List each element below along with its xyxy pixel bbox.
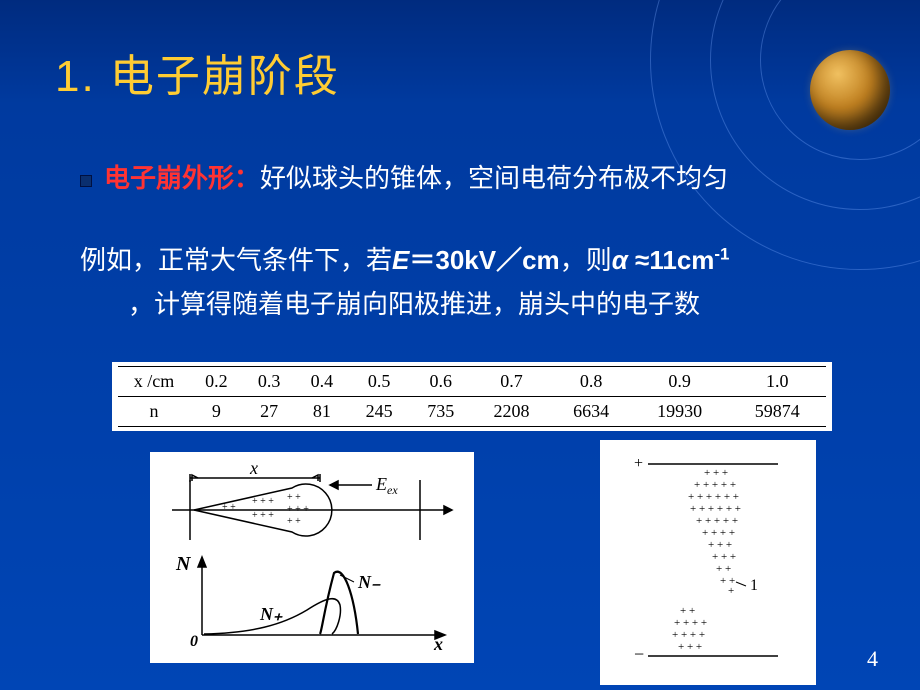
E-eq: ＝ [409, 245, 435, 275]
svg-text:+ + +: + + + [712, 551, 736, 563]
x-cell: 0.6 [410, 367, 472, 397]
bullet-lead-text: 电子崩外形： [104, 163, 260, 193]
top-plate-sign: + [634, 455, 643, 472]
n-cell: 81 [296, 397, 349, 427]
data-table-wrap: x /cm 0.2 0.3 0.4 0.5 0.6 0.7 0.8 0.9 1.… [112, 362, 832, 431]
n-cell: 735 [410, 397, 472, 427]
n-cell: 59874 [728, 397, 826, 427]
table-header-row: x /cm 0.2 0.3 0.4 0.5 0.6 0.7 0.8 0.9 1.… [118, 367, 826, 397]
x-cell: 0.5 [348, 367, 410, 397]
n-cell: 19930 [631, 397, 729, 427]
approx-symbol: ≈ [628, 245, 650, 275]
avalanche-svg: + + + + + + + + + + + + + + + x Eex [162, 460, 462, 650]
streamer-svg: + − + + + + + + + + + + + + + + + + + + … [628, 450, 788, 670]
svg-text:+ + +: + + + [708, 539, 732, 551]
x-axis-label: x [433, 634, 443, 650]
figures-area: + + + + + + + + + + + + + + + x Eex [0, 440, 920, 680]
svg-text:+ + + + +: + + + + + [694, 479, 736, 491]
svg-text:Eex: Eex [375, 474, 398, 497]
figure-avalanche: + + + + + + + + + + + + + + + x Eex [150, 452, 474, 663]
svg-text:+ + + + + +: + + + + + + [688, 491, 739, 503]
origin-label: 0 [190, 633, 198, 650]
svg-text:+ +: + + [680, 605, 695, 617]
n-cell: 6634 [551, 397, 631, 427]
streamer-label-1: 1 [750, 577, 758, 594]
Nplus-label: N₊ [259, 604, 283, 624]
x-dim-label: x [249, 460, 258, 478]
bullet-rest-text: 好似球头的锥体，空间电荷分布极不均匀 [260, 163, 728, 193]
svg-text:+ + + + +: + + + + + [696, 515, 738, 527]
data-table: x /cm 0.2 0.3 0.4 0.5 0.6 0.7 0.8 0.9 1.… [118, 366, 826, 427]
N-axis-label: N [175, 553, 192, 575]
alpha-value: 11cm [649, 245, 714, 275]
bottom-plate-sign: − [634, 644, 644, 664]
alpha-exp: -1 [714, 244, 729, 263]
example-prefix: 例如，正常大气条件下，若 [80, 245, 392, 275]
n-cell: 9 [190, 397, 243, 427]
n-cell: 27 [243, 397, 296, 427]
header-label: x /cm [118, 367, 190, 397]
x-cell: 1.0 [728, 367, 826, 397]
svg-text:+ + +: + + + [252, 496, 274, 507]
E-symbol: E [392, 245, 409, 275]
svg-text:+ +: + + [716, 563, 731, 575]
globe-icon [810, 50, 890, 130]
x-cell: 0.2 [190, 367, 243, 397]
bullet-point: 电子崩外形：好似球头的锥体，空间电荷分布极不均匀 [80, 158, 728, 195]
svg-text:+ +: + + [287, 492, 301, 503]
svg-text:+ +: + + [222, 502, 236, 513]
svg-text:+ + + +: + + + + [672, 629, 705, 641]
svg-text:+ +: + + [287, 516, 301, 527]
table-data-row: n 9 27 81 245 735 2208 6634 19930 59874 [118, 397, 826, 427]
svg-text:+ + + + + +: + + + + + + [690, 503, 741, 515]
svg-text:+ + +: + + + [678, 641, 702, 653]
x-cell: 0.4 [296, 367, 349, 397]
svg-text:+ + + +: + + + + [674, 617, 707, 629]
svg-text:+ + +: + + + [287, 504, 309, 515]
x-cell: 0.3 [243, 367, 296, 397]
n-cell: 2208 [472, 397, 552, 427]
x-cell: 0.8 [551, 367, 631, 397]
example-mid: ，则 [560, 245, 612, 275]
n-cell: 245 [348, 397, 410, 427]
alpha-symbol: α [612, 245, 628, 275]
svg-text:+ + + +: + + + + [702, 527, 735, 539]
x-cell: 0.7 [472, 367, 552, 397]
svg-text:+: + [728, 585, 734, 597]
page-number: 4 [867, 646, 878, 672]
svg-text:+ + +: + + + [252, 510, 274, 521]
svg-text:+ + +: + + + [704, 467, 728, 479]
row-label: n [118, 397, 190, 427]
figure-streamer: + − + + + + + + + + + + + + + + + + + + … [600, 440, 816, 685]
E-value: 30kV／cm [435, 245, 559, 275]
example-line2: ，计算得随着电子崩向阳极推进，崩头中的电子数 [128, 282, 860, 326]
example-text: 例如，正常大气条件下，若E＝30kV／cm，则α ≈11cm-1 ，计算得随着电… [80, 238, 860, 326]
x-cell: 0.9 [631, 367, 729, 397]
bullet-icon [80, 175, 92, 187]
Nminus-label: N₋ [357, 572, 381, 592]
slide-title: 1. 电子崩阶段 [55, 40, 340, 104]
